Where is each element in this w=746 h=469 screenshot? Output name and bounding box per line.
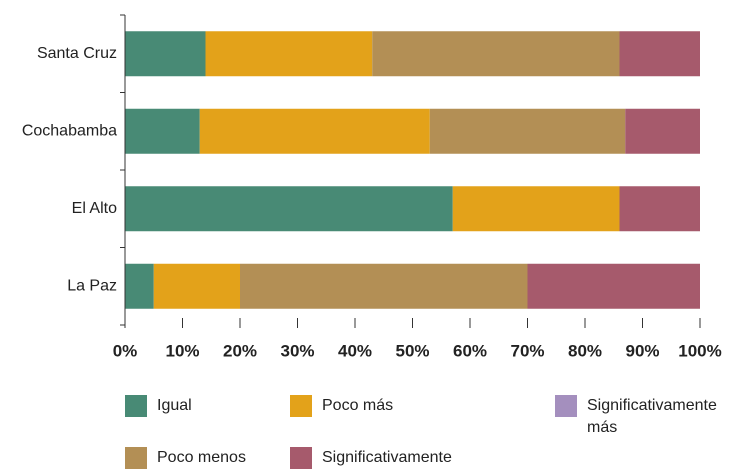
- x-tick-label: 10%: [165, 341, 199, 360]
- bar-segment: [625, 108, 700, 154]
- bar-segment: [125, 263, 154, 309]
- y-tick-label: Santa Cruz: [37, 45, 117, 62]
- legend-item: Significativamente más: [555, 395, 746, 439]
- legend-label: Significativamente menos: [322, 449, 452, 466]
- x-tick-label: 40%: [338, 341, 372, 360]
- bar-segment: [125, 186, 453, 232]
- legend-swatch: [555, 395, 577, 417]
- bar-segment: [452, 186, 620, 232]
- x-tick-label: 90%: [625, 341, 659, 360]
- legend-swatch: [125, 447, 147, 469]
- legend-label: Poco menos: [157, 449, 246, 466]
- legend-item: Poco más: [290, 395, 393, 417]
- bar-segment: [199, 108, 430, 154]
- x-tick-label: 100%: [678, 341, 721, 360]
- bar-segment: [205, 31, 373, 77]
- y-tick-label: Cochabamba: [22, 122, 117, 139]
- legend-item: Igual: [125, 395, 192, 417]
- x-tick-label: 60%: [453, 341, 487, 360]
- legend-item: Significativamente menos: [290, 447, 492, 469]
- legend-label: Significativamente más: [587, 397, 717, 436]
- legend-swatch: [290, 395, 312, 417]
- x-tick-label: 20%: [223, 341, 257, 360]
- bar-segment: [125, 108, 200, 154]
- bar-segment: [153, 263, 240, 309]
- x-tick-label: 50%: [395, 341, 429, 360]
- y-tick-label: La Paz: [67, 277, 117, 294]
- y-tick-label: El Alto: [72, 200, 117, 217]
- x-tick-label: 80%: [568, 341, 602, 360]
- x-tick-label: 70%: [510, 341, 544, 360]
- bar-segment: [125, 31, 206, 77]
- bar-segment: [372, 31, 620, 77]
- bar-segment: [619, 31, 700, 77]
- x-tick-label: 30%: [280, 341, 314, 360]
- bar-segment: [240, 263, 528, 309]
- legend-swatch: [125, 395, 147, 417]
- bar-segment: [429, 108, 626, 154]
- bar-segment: [527, 263, 700, 309]
- legend-swatch: [290, 447, 312, 469]
- legend-label: Poco más: [322, 397, 394, 414]
- legend-item: Poco menos: [125, 447, 246, 469]
- legend-label: Igual: [157, 397, 192, 414]
- x-tick-label: 0%: [113, 341, 138, 360]
- bar-segment: [619, 186, 700, 232]
